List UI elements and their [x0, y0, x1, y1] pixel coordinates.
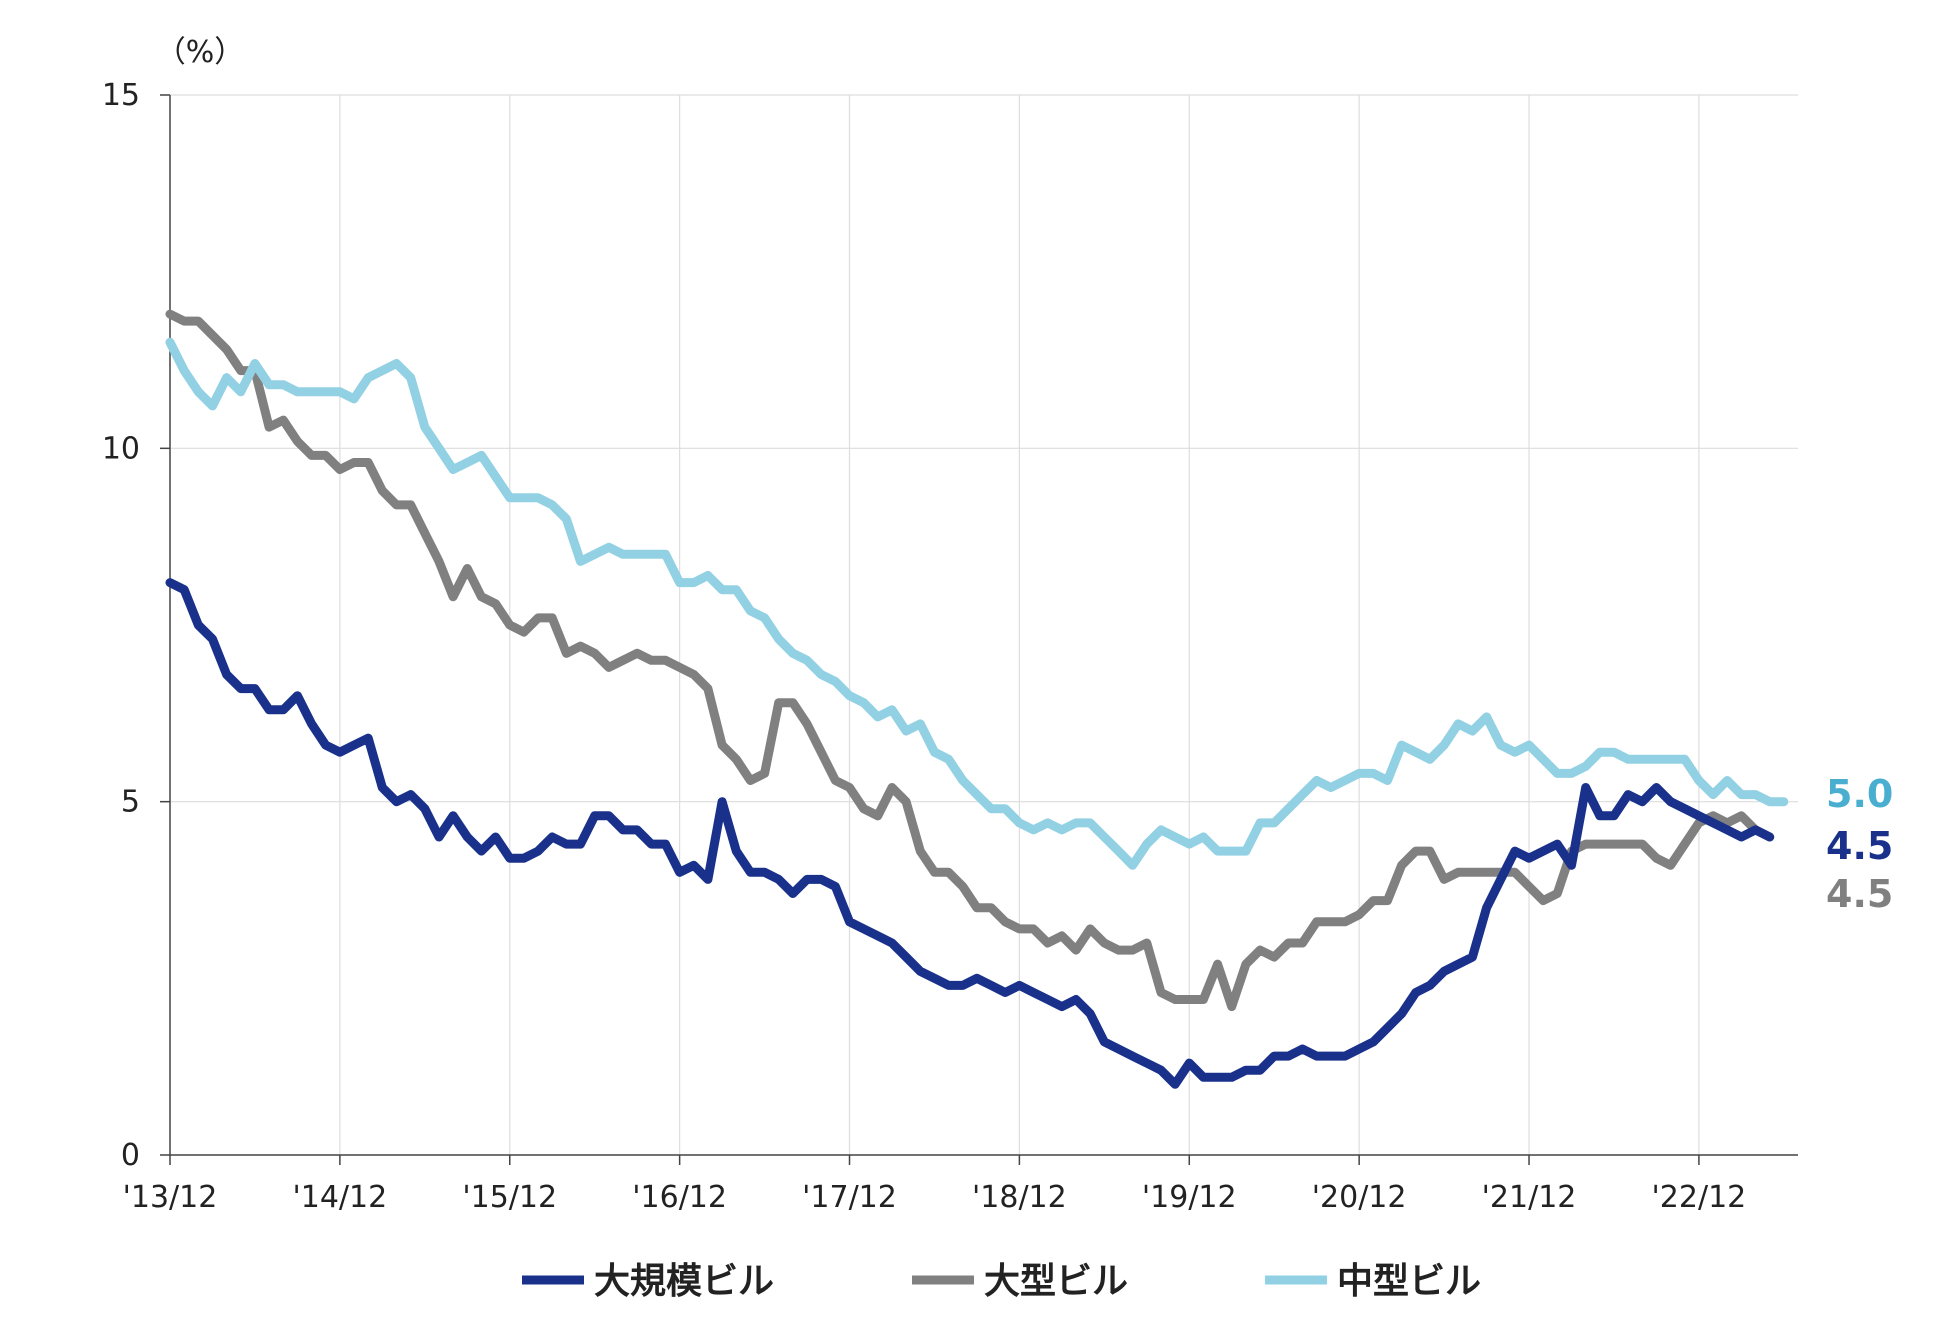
y-axis-unit-label: （%）: [156, 35, 245, 70]
series-line-2: [165, 309, 1775, 1012]
x-tick-label: '15/12: [462, 1180, 557, 1215]
x-tick-label: '22/12: [1652, 1180, 1747, 1215]
grid: [170, 94, 1798, 1155]
series-lines: [165, 309, 1789, 1089]
x-tick-label: '13/12: [123, 1180, 218, 1215]
legend-label-1: 大規模ビル: [594, 1261, 774, 1302]
x-tick-label: '21/12: [1482, 1180, 1577, 1215]
axes: [160, 94, 1798, 1165]
x-tick-labels: '13/12 '14/12 '15/12 '16/12 '17/12 '18/12 '19/…: [123, 1180, 1747, 1215]
series-line-1: [165, 578, 1775, 1089]
y-tick-label: 5: [121, 785, 140, 820]
end-label-series-1: 4.5: [1826, 824, 1893, 868]
y-tick-label: 10: [102, 431, 140, 466]
y-tick-label: 15: [102, 78, 140, 113]
legend-label-2: 大型ビル: [984, 1261, 1128, 1302]
y-tick-labels: 0 5 10 15: [102, 78, 140, 1173]
x-tick-label: '17/12: [802, 1180, 897, 1215]
end-label-series-3: 5.0: [1826, 772, 1893, 816]
legend: 大規模ビル 大型ビル 中型ビル: [522, 1261, 1481, 1302]
series-line-3: [165, 337, 1789, 870]
x-tick-label: '18/12: [972, 1180, 1067, 1215]
legend-label-3: 中型ビル: [1337, 1261, 1481, 1302]
end-label-series-2: 4.5: [1826, 872, 1893, 916]
end-value-labels: 5.0 4.54.5: [1826, 772, 1893, 916]
x-tick-label: '20/12: [1312, 1180, 1407, 1215]
y-tick-label: 0: [121, 1138, 140, 1173]
x-tick-label: '14/12: [293, 1180, 388, 1215]
x-tick-label: '19/12: [1142, 1180, 1237, 1215]
x-tick-label: '16/12: [632, 1180, 727, 1215]
